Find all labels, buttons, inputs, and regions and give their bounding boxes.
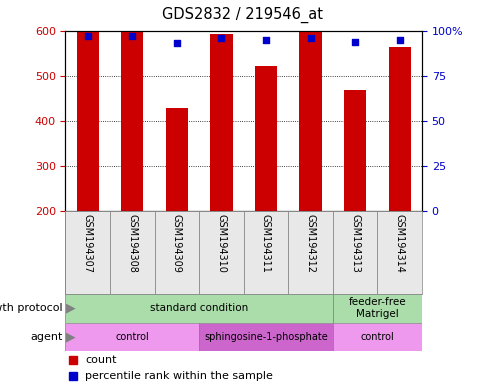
Text: ▶: ▶ (66, 331, 76, 343)
Bar (65, 211, 110, 294)
Bar (210, 34, 232, 211)
Point (261, 37, 269, 43)
Bar (287, 211, 332, 294)
Text: GSM194309: GSM194309 (171, 214, 182, 273)
Bar (388, 46, 410, 211)
Text: GSM194311: GSM194311 (260, 214, 271, 273)
Text: GSM194314: GSM194314 (394, 214, 404, 273)
Bar (199, 211, 243, 294)
Point (128, 33, 136, 39)
Text: GSM194312: GSM194312 (305, 214, 315, 273)
Text: control: control (360, 332, 393, 342)
Text: agent: agent (30, 332, 63, 342)
Text: growth protocol: growth protocol (0, 303, 63, 313)
Text: GSM194313: GSM194313 (349, 214, 359, 273)
Text: GSM194307: GSM194307 (83, 214, 92, 273)
Point (395, 37, 403, 43)
Text: GDS2832 / 219546_at: GDS2832 / 219546_at (162, 7, 322, 23)
Bar (254, 66, 276, 211)
Bar (110, 211, 154, 294)
Text: GSM194310: GSM194310 (216, 214, 226, 273)
Text: GSM194308: GSM194308 (127, 214, 137, 273)
Bar (199, 323, 332, 351)
Bar (377, 211, 421, 294)
Point (306, 35, 314, 41)
Text: feeder-free
Matrigel: feeder-free Matrigel (348, 297, 406, 319)
Point (350, 38, 358, 45)
Bar (332, 294, 421, 323)
Text: control: control (115, 332, 149, 342)
Bar (332, 211, 377, 294)
Bar (243, 211, 287, 294)
Bar (166, 108, 188, 211)
Bar (121, 0, 143, 211)
Text: ▶: ▶ (66, 302, 76, 314)
Bar (332, 323, 421, 351)
Bar (154, 211, 199, 294)
Bar (76, 0, 99, 211)
Bar (65, 323, 199, 351)
Bar (299, 29, 321, 211)
Text: standard condition: standard condition (150, 303, 248, 313)
Text: percentile rank within the sample: percentile rank within the sample (85, 371, 272, 381)
Text: count: count (85, 356, 116, 366)
Point (84, 33, 91, 39)
Point (217, 35, 225, 41)
Text: sphingosine-1-phosphate: sphingosine-1-phosphate (204, 332, 327, 342)
Bar (65, 294, 332, 323)
Point (173, 40, 181, 46)
Bar (343, 90, 365, 211)
